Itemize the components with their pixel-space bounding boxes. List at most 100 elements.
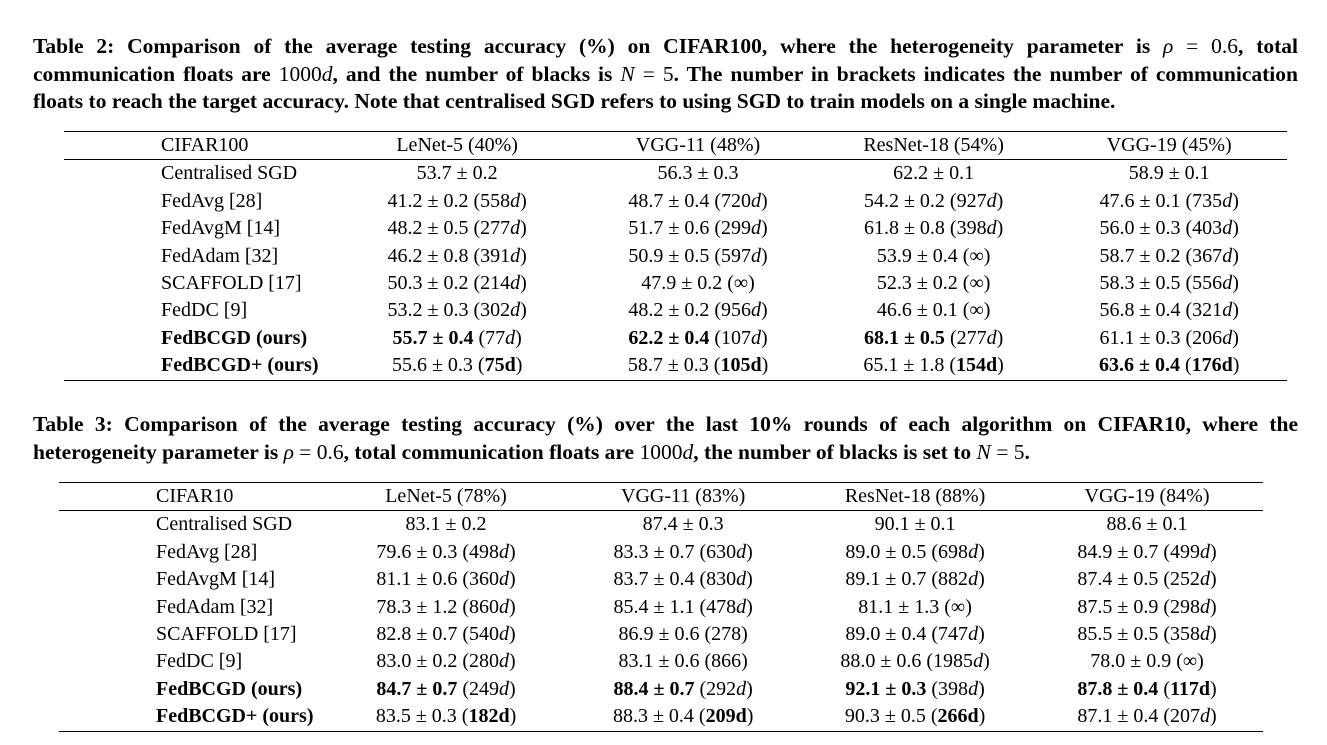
accuracy-cell: 58.7 ± 0.3 (105d)	[627, 354, 769, 377]
accuracy-cell: 88.0 ± 0.6 (1985d)	[840, 650, 990, 673]
method-name: SCAFFOLD [17]	[161, 272, 302, 295]
column-header-dataset: CIFAR100	[64, 131, 335, 161]
accuracy-cell: 85.5 ± 0.5 (358d)	[1077, 623, 1217, 646]
method-name: FedDC [9]	[156, 650, 243, 673]
table-row: FedAvgM [14] 48.2 ± 0.5 (277d) 51.7 ± 0.6 …	[64, 215, 1287, 242]
accuracy-cell: 46.6 ± 0.1 (∞)	[876, 299, 991, 322]
table3-body: Centralised SGD 83.1 ± 0.2 87.4 ± 0.3 90.1 …	[59, 511, 1263, 731]
table2: CIFAR100 LeNet-5 (40%) VGG-11 (48%) ResNet-…	[64, 131, 1287, 381]
accuracy-cell: 88.3 ± 0.4 (209d)	[612, 705, 754, 728]
accuracy-cell: 56.8 ± 0.4 (321d)	[1099, 299, 1239, 322]
accuracy-cell: 81.1 ± 1.3 (∞)	[858, 595, 972, 618]
table-row: FedAvgM [14] 81.1 ± 0.6 (360d) 83.7 ± 0.4 …	[59, 566, 1263, 593]
column-header-model: ResNet-18 (54%)	[815, 131, 1052, 161]
accuracy-cell: 84.9 ± 0.7 (499d)	[1077, 540, 1217, 563]
table-row: SCAFFOLD [17] 82.8 ± 0.7 (540d) 86.9 ± 0.6…	[59, 621, 1263, 648]
accuracy-cell: 62.2 ± 0.4 (107d)	[628, 326, 768, 349]
accuracy-cell: 53.7 ± 0.2	[416, 162, 498, 185]
column-header-model: VGG-19 (84%)	[1031, 482, 1263, 512]
column-header-model: VGG-11 (83%)	[567, 482, 800, 512]
accuracy-cell: 54.2 ± 0.2 (927d)	[863, 189, 1004, 212]
accuracy-cell: 83.1 ± 0.6 (866)	[618, 650, 748, 673]
accuracy-cell: 78.0 ± 0.9 (∞)	[1090, 650, 1204, 673]
accuracy-cell: 63.6 ± 0.4 (176d)	[1098, 354, 1240, 377]
accuracy-cell: 58.9 ± 0.1	[1128, 162, 1210, 185]
column-header-model: VGG-11 (48%)	[580, 131, 816, 161]
table-row: Centralised SGD 53.7 ± 0.2 56.3 ± 0.3 62.2 …	[64, 160, 1287, 188]
accuracy-cell: 83.3 ± 0.7 (630d)	[613, 540, 753, 563]
accuracy-cell: 55.7 ± 0.4 (77d)	[392, 326, 522, 349]
table3-caption: Table 3: Comparison of the average testi…	[33, 412, 1298, 464]
column-header-model: VGG-19 (45%)	[1051, 131, 1287, 161]
accuracy-cell: 90.1 ± 0.1	[874, 513, 956, 536]
accuracy-cell: 83.0 ± 0.2 (280d)	[376, 650, 516, 673]
accuracy-cell: 58.3 ± 0.5 (556d)	[1099, 272, 1239, 295]
accuracy-cell: 92.1 ± 0.3 (398d)	[845, 677, 985, 700]
column-header-dataset: CIFAR10	[59, 482, 325, 512]
method-name: Centralised SGD	[161, 162, 298, 185]
accuracy-cell: 65.1 ± 1.8 (154d)	[863, 354, 1004, 377]
method-name: FedAvg [28]	[156, 540, 258, 563]
accuracy-cell: 50.9 ± 0.5 (597d)	[628, 244, 768, 267]
table3: CIFAR10 LeNet-5 (78%) VGG-11 (83%) ResNet-1…	[59, 482, 1263, 732]
accuracy-cell: 88.4 ± 0.7 (292d)	[613, 677, 753, 700]
accuracy-cell: 55.6 ± 0.3 (75d)	[391, 354, 523, 377]
table2-body: Centralised SGD 53.7 ± 0.2 56.3 ± 0.3 62.2 …	[64, 160, 1287, 380]
accuracy-cell: 81.1 ± 0.6 (360d)	[376, 568, 516, 591]
accuracy-cell: 62.2 ± 0.1	[893, 162, 975, 185]
column-header-model: ResNet-18 (88%)	[799, 482, 1032, 512]
accuracy-cell: 87.4 ± 0.5 (252d)	[1077, 568, 1217, 591]
table-row: FedBCGD+ (ours) 83.5 ± 0.3 (182d) 88.3 ± 0…	[59, 703, 1263, 731]
table-row: FedDC [9] 83.0 ± 0.2 (280d) 83.1 ± 0.6 (86…	[59, 648, 1263, 675]
accuracy-cell: 56.3 ± 0.3	[657, 162, 739, 185]
accuracy-cell: 61.8 ± 0.8 (398d)	[863, 217, 1004, 240]
accuracy-cell: 50.3 ± 0.2 (214d)	[387, 272, 527, 295]
accuracy-cell: 85.4 ± 1.1 (478d)	[613, 595, 753, 618]
accuracy-cell: 48.7 ± 0.4 (720d)	[628, 189, 768, 212]
accuracy-cell: 83.7 ± 0.4 (830d)	[613, 568, 753, 591]
table-row: FedAdam [32] 78.3 ± 1.2 (860d) 85.4 ± 1.1 …	[59, 594, 1263, 621]
method-name: FedBCGD (ours)	[161, 326, 308, 349]
accuracy-cell: 61.1 ± 0.3 (206d)	[1099, 326, 1239, 349]
accuracy-cell: 84.7 ± 0.7 (249d)	[376, 677, 516, 700]
column-header-model: LeNet-5 (40%)	[334, 131, 581, 161]
method-name: FedAdam [32]	[156, 595, 274, 618]
method-name: FedBCGD (ours)	[156, 677, 303, 700]
table-row: FedBCGD (ours) 84.7 ± 0.7 (249d) 88.4 ± 0.…	[59, 676, 1263, 703]
method-name: FedAdam [32]	[161, 244, 279, 267]
method-name: FedBCGD+ (ours)	[161, 354, 319, 377]
column-header-model: LeNet-5 (78%)	[324, 482, 568, 512]
method-name: FedBCGD+ (ours)	[156, 705, 314, 728]
accuracy-cell: 52.3 ± 0.2 (∞)	[876, 272, 991, 295]
accuracy-cell: 87.1 ± 0.4 (207d)	[1077, 705, 1217, 728]
accuracy-cell: 58.7 ± 0.2 (367d)	[1099, 244, 1239, 267]
table-row: SCAFFOLD [17] 50.3 ± 0.2 (214d) 47.9 ± 0.2…	[64, 270, 1287, 297]
method-name: Centralised SGD	[156, 513, 293, 536]
method-name: FedAvgM [14]	[161, 217, 281, 240]
accuracy-cell: 53.9 ± 0.4 (∞)	[876, 244, 991, 267]
accuracy-cell: 83.1 ± 0.2	[405, 513, 487, 536]
accuracy-cell: 87.5 ± 0.9 (298d)	[1077, 595, 1217, 618]
accuracy-cell: 88.6 ± 0.1	[1106, 513, 1188, 536]
accuracy-cell: 83.5 ± 0.3 (182d)	[375, 705, 517, 728]
method-name: SCAFFOLD [17]	[156, 623, 297, 646]
method-name: FedAvg [28]	[161, 189, 263, 212]
accuracy-cell: 41.2 ± 0.2 (558d)	[387, 189, 527, 212]
table-row: FedAdam [32] 46.2 ± 0.8 (391d) 50.9 ± 0.5 …	[64, 243, 1287, 270]
table2-caption: Table 2: Comparison of the average testi…	[33, 34, 1298, 113]
method-name: FedAvgM [14]	[156, 568, 276, 591]
accuracy-cell: 48.2 ± 0.2 (956d)	[628, 299, 768, 322]
table-row: FedAvg [28] 79.6 ± 0.3 (498d) 83.3 ± 0.7 (…	[59, 539, 1263, 566]
accuracy-cell: 51.7 ± 0.6 (299d)	[628, 217, 768, 240]
accuracy-cell: 89.0 ± 0.4 (747d)	[845, 623, 985, 646]
accuracy-cell: 47.9 ± 0.2 (∞)	[641, 272, 755, 295]
table3-header-row: CIFAR10 LeNet-5 (78%) VGG-11 (83%) ResNet-1…	[59, 482, 1263, 512]
accuracy-cell: 79.6 ± 0.3 (498d)	[376, 540, 516, 563]
accuracy-cell: 89.0 ± 0.5 (698d)	[845, 540, 985, 563]
table-row: FedBCGD (ours) 55.7 ± 0.4 (77d) 62.2 ± 0.4…	[64, 325, 1287, 352]
accuracy-cell: 47.6 ± 0.1 (735d)	[1099, 189, 1239, 212]
accuracy-cell: 53.2 ± 0.3 (302d)	[387, 299, 527, 322]
accuracy-cell: 87.8 ± 0.4 (117d)	[1077, 677, 1217, 700]
accuracy-cell: 87.4 ± 0.3	[642, 513, 724, 536]
accuracy-cell: 78.3 ± 1.2 (860d)	[376, 595, 516, 618]
